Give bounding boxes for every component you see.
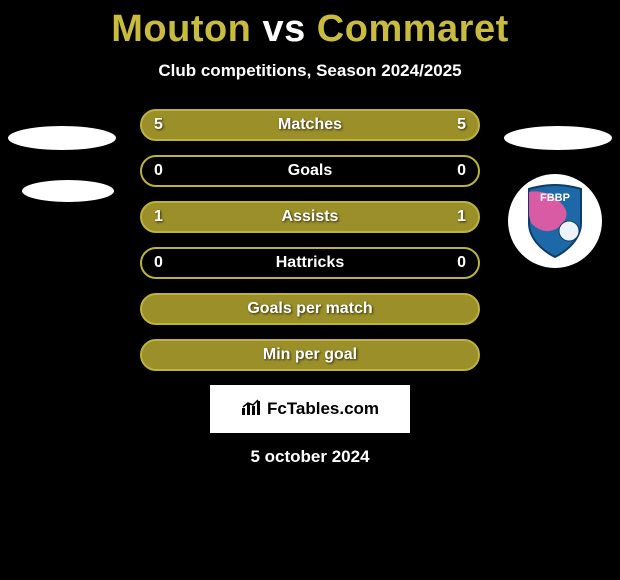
date-text: 5 october 2024 bbox=[0, 447, 620, 467]
stat-left-value: 0 bbox=[154, 254, 163, 272]
stat-right-value: 1 bbox=[457, 208, 466, 226]
page-title: Mouton vs Commaret bbox=[0, 0, 620, 51]
stat-row: 0 Goals 0 bbox=[140, 155, 480, 187]
stat-row: 0 Hattricks 0 bbox=[140, 247, 480, 279]
stat-row: 1 Assists 1 bbox=[140, 201, 480, 233]
stat-left-value: 0 bbox=[154, 162, 163, 180]
stat-left-value: 1 bbox=[154, 208, 163, 226]
stat-row: Goals per match bbox=[140, 293, 480, 325]
stat-row: 5 Matches 5 bbox=[140, 109, 480, 141]
title-left: Mouton bbox=[111, 8, 251, 50]
stat-right-value: 0 bbox=[457, 254, 466, 272]
subtitle: Club competitions, Season 2024/2025 bbox=[0, 61, 620, 81]
title-vs: vs bbox=[262, 8, 305, 50]
fctables-watermark: FcTables.com bbox=[210, 385, 410, 433]
chart-icon bbox=[241, 398, 263, 421]
stat-right-value: 5 bbox=[457, 116, 466, 134]
stat-right-value: 0 bbox=[457, 162, 466, 180]
stat-label: Goals bbox=[288, 162, 332, 180]
fctables-text: FcTables.com bbox=[267, 399, 379, 419]
stat-left-value: 5 bbox=[154, 116, 163, 134]
stat-label: Goals per match bbox=[247, 300, 372, 318]
stat-row: Min per goal bbox=[140, 339, 480, 371]
stat-label: Hattricks bbox=[276, 254, 344, 272]
stat-label: Assists bbox=[282, 208, 339, 226]
stat-label: Min per goal bbox=[263, 346, 357, 364]
title-right: Commaret bbox=[317, 8, 509, 50]
stats-list: 5 Matches 5 0 Goals 0 1 Assists 1 0 Hattricks 0 Goal… bbox=[0, 109, 620, 371]
stat-label: Matches bbox=[278, 116, 342, 134]
